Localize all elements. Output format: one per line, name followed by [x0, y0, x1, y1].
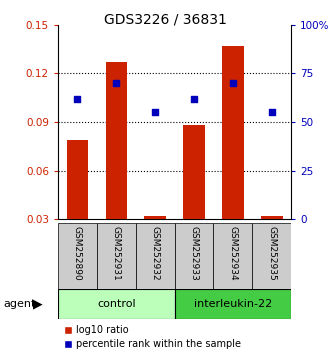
Text: control: control: [97, 298, 136, 309]
Point: [230, 80, 236, 86]
Bar: [97, 223, 136, 289]
Text: GSM252933: GSM252933: [190, 225, 199, 280]
Bar: [58, 223, 97, 289]
Point: [75, 96, 80, 102]
Bar: [175, 223, 213, 289]
Text: GSM252935: GSM252935: [267, 225, 276, 280]
Bar: [58, 289, 175, 319]
Bar: [136, 223, 175, 289]
Text: agent: agent: [3, 298, 36, 309]
Bar: [222, 46, 244, 219]
Point: [153, 110, 158, 115]
Point: [269, 110, 274, 115]
Bar: [67, 140, 88, 219]
Text: GSM252890: GSM252890: [73, 225, 82, 280]
Bar: [213, 223, 252, 289]
Point: [191, 96, 197, 102]
Text: ▶: ▶: [33, 297, 43, 310]
Text: GDS3226 / 36831: GDS3226 / 36831: [104, 12, 227, 27]
Bar: [261, 216, 283, 219]
Point: [114, 80, 119, 86]
Text: GSM252931: GSM252931: [112, 225, 121, 280]
Bar: [252, 223, 291, 289]
Legend: log10 ratio, percentile rank within the sample: log10 ratio, percentile rank within the …: [63, 325, 241, 349]
Bar: [183, 125, 205, 219]
Text: GSM252934: GSM252934: [228, 225, 237, 280]
Bar: [144, 216, 166, 219]
Bar: [175, 289, 291, 319]
Text: interleukin-22: interleukin-22: [194, 298, 272, 309]
Bar: [106, 62, 127, 219]
Text: GSM252932: GSM252932: [151, 225, 160, 280]
